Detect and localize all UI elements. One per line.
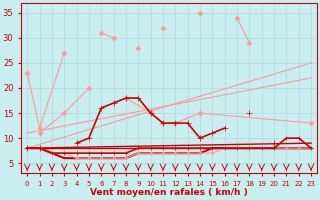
- X-axis label: Vent moyen/en rafales ( km/h ): Vent moyen/en rafales ( km/h ): [90, 188, 248, 197]
